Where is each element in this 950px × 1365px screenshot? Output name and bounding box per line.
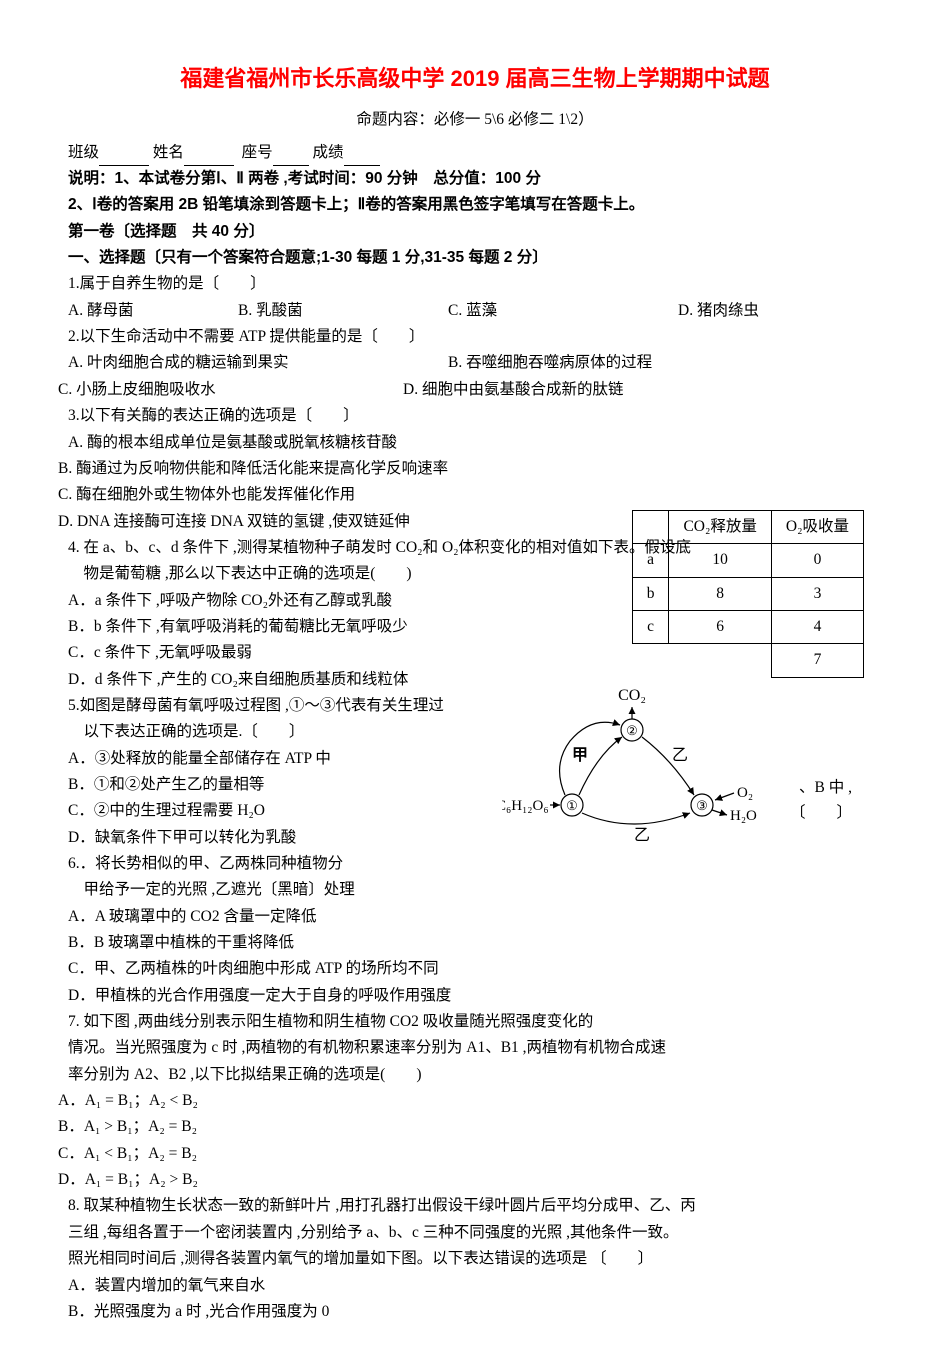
table-cell: 3 (771, 577, 863, 610)
q3-B: B. 酶通过为反响物供能和降低活化能来提高化学反响速率 (58, 456, 882, 482)
svg-text:甲: 甲 (572, 746, 588, 764)
q6-A: A．A 玻璃罩中的 CO2 含量一定降低 (68, 904, 882, 930)
table-cell: b (632, 577, 669, 610)
class-label: 班级 (68, 144, 99, 161)
table-row: 7 (632, 644, 863, 677)
table-row: a 10 0 (632, 544, 863, 577)
table-cell: a (632, 544, 669, 577)
table-cell: 8 (669, 577, 771, 610)
q4-table: CO₂释放量 O₂吸收量 a 10 0 b 8 3 c 6 4 7 (632, 510, 864, 678)
q7-stem-3: 率分别为 A2、B2 ,以下比拟结果正确的选项是( ) (68, 1062, 882, 1088)
q7-B: B．A₁ > B₁；A₂ = B₂ (58, 1114, 882, 1140)
q2-C: C. 小肠上皮细胞吸收水 (58, 377, 438, 403)
q4-A: A．a 条件下 ,呼吸产物除 CO₂外还有乙醇或乳酸 (68, 588, 478, 614)
document-page: 福建省福州市长乐高级中学 2019 届高三生物上学期期中试题 命题内容：必修一 … (0, 0, 950, 1365)
table-cell (669, 644, 771, 677)
q1-stem: 1.属于自养生物的是〔 〕 (68, 271, 882, 297)
table-cell: 7 (771, 644, 863, 677)
svg-text:H₂O: H₂O (730, 808, 757, 824)
part-1-heading: 第一卷〔选择题 共 40 分〕 (68, 219, 882, 245)
q7-A: A．A₁ = B₁；A₂ < B₂ (58, 1088, 882, 1114)
q5-A: A．③处释放的能量全部储存在 ATP 中 (68, 746, 478, 772)
table-row: b 8 3 (632, 577, 863, 610)
table-cell: 6 (669, 610, 771, 643)
seat-label: 座号 (242, 144, 273, 161)
table-row: CO₂释放量 O₂吸收量 (632, 510, 863, 543)
svg-text:O₂: O₂ (737, 785, 753, 801)
q3-stem: 3.以下有关酶的表达正确的选项是〔 〕 (68, 403, 882, 429)
q2-B: B. 吞噬细胞吞噬病原体的过程 (448, 350, 652, 376)
svg-text:①: ① (566, 798, 578, 813)
q1-choices: A. 酵母菌 B. 乳酸菌 C. 蓝藻 D. 猪肉绦虫 (68, 298, 882, 324)
q5-stem-2: 以下表达正确的选项是.〔 〕 (68, 719, 478, 745)
page-subtitle: 命题内容：必修一 5\6 必修二 1\2） (68, 107, 882, 133)
q1-B: B. 乳酸菌 (238, 298, 448, 324)
q4-B: B．b 条件下 ,有氧呼吸消耗的葡萄糖比无氧呼吸少 (68, 614, 478, 640)
q2-A: A. 叶肉细胞合成的糖运输到果实 (68, 350, 448, 376)
q6-stem-1-text: 6.．将长势相似的甲、乙两株同种植物分 (68, 855, 343, 872)
instruction-1: 说明：1、本试卷分第Ⅰ、Ⅱ 两卷 ,考试时间：90 分钟 总分值：100 分 (68, 166, 882, 192)
svg-text:乙: 乙 (672, 747, 688, 764)
q5-B: B．①和②处产生乙的量相等 (68, 772, 478, 798)
q7-stem-1: 7. 如下图 ,两曲线分别表示阳生植物和阴生植物 CO2 吸收量随光照强度变化的 (68, 1009, 882, 1035)
q4-D: D．d 条件下 ,产生的 CO₂来自细胞质基质和线粒体 (68, 667, 478, 693)
q2-D: D. 细胞中由氨基酸合成新的肽链 (403, 377, 623, 403)
q7-C: C．A₁ < B₁；A₂ = B₂ (58, 1141, 882, 1167)
svg-text:②: ② (626, 723, 638, 738)
table-cell: 0 (771, 544, 863, 577)
table-cell: c (632, 610, 669, 643)
page-title: 福建省福州市长乐高级中学 2019 届高三生物上学期期中试题 (68, 60, 882, 97)
q6-C: C．甲、乙两植株的叶肉细胞中形成 ATP 的场所均不同 (68, 956, 882, 982)
q6-stem-1: 6.．将长势相似的甲、乙两株同种植物分 (68, 851, 478, 877)
q2-choices: A. 叶肉细胞合成的糖运输到果实 B. 吞噬细胞吞噬病原体的过程 (68, 350, 882, 376)
q4-q5-wrap: 4. 在 a、b、c、d 条件下 ,测得某植物种子萌发时 CO₂和 O₂体积变化… (68, 535, 882, 904)
q8-stem-1: 8. 取某种植物生长状态一致的新鲜叶片 ,用打孔器打出假设干绿叶圆片后平均分成甲… (68, 1193, 882, 1219)
q4-q5-left: A．a 条件下 ,呼吸产物除 CO₂外还有乙醇或乳酸 B．b 条件下 ,有氧呼吸… (68, 588, 478, 904)
q8-stem-2: 三组 ,每组各置于一个密闭装置内 ,分别给予 a、b、c 三种不同强度的光照 ,… (68, 1220, 882, 1246)
q2-stem: 2.以下生命活动中不需要 ATP 提供能量的是〔 〕 (68, 324, 882, 350)
q8-B: B．光照强度为 a 时 ,光合作用强度为 0 (68, 1299, 882, 1325)
q7-D: D．A₁ = B₁；A₂ > B₂ (58, 1167, 882, 1193)
table-h1: CO₂释放量 (669, 510, 771, 543)
q6-B: B．B 玻璃罩中植株的干重将降低 (68, 930, 882, 956)
q8-stem-3: 照光相同时间后 ,测得各装置内氧气的增加量如下图。以下表达错误的选项是 〔 〕 (68, 1246, 882, 1272)
svg-text:C₆H₁₂O₆: C₆H₁₂O₆ (502, 798, 549, 814)
svg-text:CO₂: CO₂ (618, 687, 646, 704)
section-1-heading: 一、选择题〔只有一个答案符合题意;1-30 每题 1 分,31-35 每题 2 … (68, 245, 882, 271)
table-cell (632, 644, 669, 677)
table-h2: O₂吸收量 (771, 510, 863, 543)
q5-D: D．缺氧条件下甲可以转化为乳酸 (68, 825, 478, 851)
q4-C: C．c 条件下 ,无氧呼吸最弱 (68, 640, 478, 666)
instruction-2: 2、Ⅰ卷的答案用 2B 铅笔填涂到答题卡上；Ⅱ卷的答案用黑色签字笔填写在答题卡上… (68, 192, 882, 218)
q6-stem-2: 甲给予一定的光照 ,乙遮光〔黑暗〕处理 (68, 877, 478, 903)
table-blank-head (632, 510, 669, 543)
svg-text:③: ③ (696, 798, 708, 813)
student-info-line: 班级 姓名 座号 成绩 (68, 140, 882, 166)
q6-stem-2-text: 甲给予一定的光照 ,乙遮光〔黑暗〕处理 (68, 881, 355, 898)
table-cell: 10 (669, 544, 771, 577)
q2-choices-2: C. 小肠上皮细胞吸收水 D. 细胞中由氨基酸合成新的肽链 (68, 377, 882, 403)
q1-D: D. 猪肉绦虫 (678, 298, 759, 324)
q5-stem-1: 5.如图是酵母菌有氧呼吸过程图 ,①～③代表有关生理过 (68, 693, 478, 719)
svg-text:乙: 乙 (634, 827, 650, 844)
q8-A: A．装置内增加的氧气来自水 (68, 1273, 882, 1299)
q7-stem-2: 情况。当光照强度为 c 时 ,两植物的有机物积累速率分别为 A1、B1 ,两植物… (68, 1035, 882, 1061)
q3-A: A. 酶的根本组成单位是氨基酸或脱氧核糖核苷酸 (68, 430, 882, 456)
q6-tail-1: 、B 中 , (799, 775, 852, 801)
table-cell: 4 (771, 610, 863, 643)
q1-C: C. 蓝藻 (448, 298, 678, 324)
score-label: 成绩 (313, 144, 344, 161)
respiration-diagram-icon: ① ② ③ CO₂ C₆H₁₂O₆ 甲 乙 乙 O₂ H₂O (502, 685, 802, 845)
q6-D: D．甲植株的光合作用强度一定大于自身的呼吸作用强度 (68, 983, 882, 1009)
table-row: c 6 4 (632, 610, 863, 643)
q1-A: A. 酵母菌 (68, 298, 238, 324)
q5-C: C．②中的生理过程需要 H₂O (68, 798, 478, 824)
name-label: 姓名 (153, 144, 184, 161)
q5-diagram: ① ② ③ CO₂ C₆H₁₂O₆ 甲 乙 乙 O₂ H₂O (502, 685, 782, 835)
q3-C: C. 酶在细胞外或生物体外也能发挥催化作用 (58, 482, 882, 508)
q6-tail-2: 〔 〕 (790, 800, 852, 826)
